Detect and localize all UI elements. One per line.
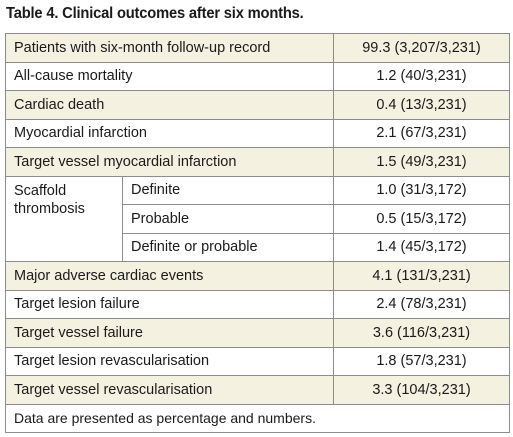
table-row: Target vessel myocardial infarction 1.5 … [5, 147, 510, 177]
table-footnote: Data are presented as percentage and num… [5, 403, 510, 433]
table-row: Myocardial infarction 2.1 (67/3,231) [5, 118, 510, 148]
row-value: 0.4 (13/3,231) [333, 90, 510, 120]
row-label: Patients with six-month follow-up record [5, 33, 334, 63]
table-footnote-row: Data are presented as percentage and num… [5, 403, 510, 433]
row-value: 2.4 (78/3,231) [333, 289, 510, 319]
row-value: 1.5 (49/3,231) [333, 147, 510, 177]
row-label: Target vessel failure [5, 318, 334, 348]
row-label: Myocardial infarction [5, 118, 334, 148]
table-row: Major adverse cardiac events 4.1 (131/3,… [5, 261, 510, 291]
row-label: Target lesion revascularisation [5, 346, 334, 376]
row-label: Target vessel revascularisation [5, 375, 334, 405]
table-row: Target lesion revascularisation 1.8 (57/… [5, 346, 510, 376]
table-row: Target vessel failure 3.6 (116/3,231) [5, 318, 510, 348]
row-label: Definite or probable [122, 232, 334, 262]
row-value: 1.4 (45/3,172) [333, 232, 510, 262]
table-row-scaffold-definite: Scaffold thrombosis Definite 1.0 (31/3,1… [5, 175, 510, 262]
table-row-scaffold-probable: Probable 0.5 (15/3,172) [6, 204, 510, 234]
row-value: 4.1 (131/3,231) [333, 261, 510, 291]
row-label: Major adverse cardiac events [5, 261, 334, 291]
scaffold-thrombosis-label: Scaffold thrombosis [5, 175, 123, 262]
table-caption: Table 4. Clinical outcomes after six mon… [6, 5, 304, 22]
row-label: Cardiac death [5, 90, 334, 120]
table-row: Patients with six-month follow-up record… [5, 33, 510, 63]
table-row: Target lesion failure 2.4 (78/3,231) [5, 289, 510, 319]
table-row-scaffold-definite-or-probable: Definite or probable 1.4 (45/3,172) [6, 232, 510, 262]
clinical-outcomes-table: Patients with six-month follow-up record… [5, 33, 510, 433]
row-value: 1.8 (57/3,231) [333, 346, 510, 376]
row-label: All-cause mortality [5, 61, 334, 91]
row-label: Definite [122, 175, 334, 205]
row-value: 3.3 (104/3,231) [333, 375, 510, 405]
row-value: 1.0 (31/3,172) [333, 175, 510, 205]
table-row: Cardiac death 0.4 (13/3,231) [5, 90, 510, 120]
table-row: Target vessel revascularisation 3.3 (104… [5, 375, 510, 405]
row-value: 99.3 (3,207/3,231) [333, 33, 510, 63]
row-label: Target lesion failure [5, 289, 334, 319]
row-value: 1.2 (40/3,231) [333, 61, 510, 91]
table-row: All-cause mortality 1.2 (40/3,231) [5, 61, 510, 91]
row-value: 2.1 (67/3,231) [333, 118, 510, 148]
row-value: 3.6 (116/3,231) [333, 318, 510, 348]
row-value: 0.5 (15/3,172) [333, 204, 510, 234]
row-label: Target vessel myocardial infarction [5, 147, 334, 177]
row-label: Probable [122, 204, 334, 234]
